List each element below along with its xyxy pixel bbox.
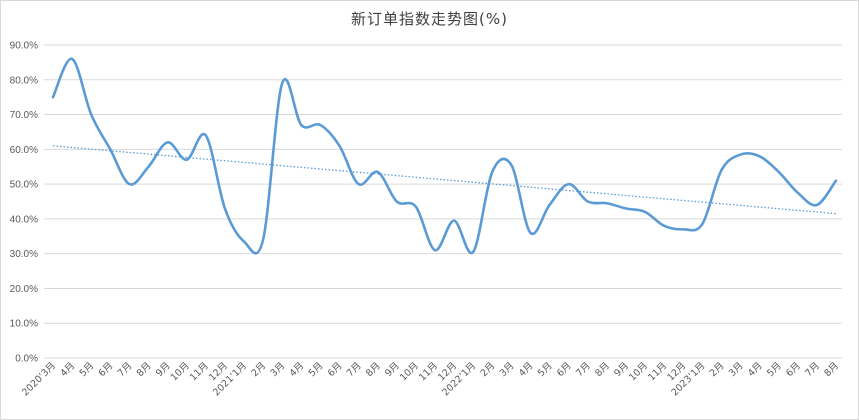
data-point (108, 147, 112, 151)
data-point (414, 205, 418, 209)
data-point (280, 81, 284, 85)
y-tick-label: 0.0% (15, 354, 38, 365)
x-tick-label: 7月 (803, 360, 822, 379)
y-tick-label: 40.0% (10, 214, 38, 225)
plot-area (51, 57, 838, 255)
y-tick-label: 50.0% (10, 180, 38, 191)
data-point (299, 123, 303, 127)
y-tick-label: 70.0% (10, 110, 38, 121)
y-axis-ticks: 0.0% 10.0% 20.0% 30.0% 40.0% 50.0% 60.0% 70.0% 8… (10, 41, 38, 365)
x-tick-label: 3月 (269, 360, 288, 379)
data-point (700, 222, 704, 226)
data-point (796, 191, 800, 195)
data-point (662, 224, 666, 228)
y-tick-label: 60.0% (10, 145, 38, 156)
data-point (51, 95, 55, 99)
data-point (739, 153, 743, 157)
data-point (624, 206, 628, 210)
data-point (815, 203, 819, 207)
x-tick-label: 8月 (364, 360, 383, 379)
data-point (452, 219, 456, 223)
y-tick-label: 90.0% (10, 41, 38, 52)
data-point (605, 201, 609, 205)
data-point (433, 248, 437, 252)
x-tick-label: 2020’3月 (20, 360, 58, 398)
x-tick-label: 6月 (326, 360, 345, 379)
data-point (834, 179, 838, 183)
x-tick-label: 5月 (78, 360, 97, 379)
data-point (528, 231, 532, 235)
data-point (127, 182, 131, 186)
data-point (777, 170, 781, 174)
data-point (318, 123, 322, 127)
data-point (548, 203, 552, 207)
x-tick-label: 4月 (288, 360, 307, 379)
grid-lines (44, 44, 842, 359)
x-tick-label: 7月 (574, 360, 593, 379)
data-point (567, 182, 571, 186)
x-tick-label: 8月 (822, 360, 841, 379)
data-point (758, 154, 762, 158)
y-tick-label: 80.0% (10, 75, 38, 86)
x-tick-label: 4月 (517, 360, 536, 379)
data-point (204, 133, 208, 137)
data-point (681, 227, 685, 231)
data-point (166, 140, 170, 144)
data-point (395, 200, 399, 204)
x-tick-label: 5月 (765, 360, 784, 379)
data-point (89, 113, 93, 117)
data-point (643, 210, 647, 214)
data-point (146, 165, 150, 169)
series-line-new-orders (51, 57, 838, 255)
x-tick-label: 4月 (746, 360, 765, 379)
x-tick-label: 2月 (708, 360, 727, 379)
chart-title: 新订单指数走势图(%) (351, 10, 508, 28)
x-tick-label: 3月 (727, 360, 746, 379)
x-tick-label: 2月 (479, 360, 498, 379)
y-tick-label: 30.0% (10, 249, 38, 260)
x-tick-label: 6月 (555, 360, 574, 379)
y-tick-label: 20.0% (10, 284, 38, 295)
data-point (719, 168, 723, 172)
data-point (70, 57, 74, 61)
x-tick-label: 2月 (249, 360, 268, 379)
data-point (490, 170, 494, 174)
x-tick-label: 11月 (646, 360, 669, 383)
x-tick-label: 8月 (593, 360, 612, 379)
data-point (337, 144, 341, 148)
data-point (357, 182, 361, 186)
x-tick-label: 7月 (345, 360, 364, 379)
x-tick-label: 6月 (97, 360, 116, 379)
data-point (261, 238, 265, 242)
x-tick-label: 10月 (398, 360, 421, 383)
data-point (223, 206, 227, 210)
x-tick-label: 11月 (417, 360, 440, 383)
x-tick-label: 10月 (627, 360, 650, 383)
x-tick-label: 4月 (58, 360, 77, 379)
data-point (471, 250, 475, 254)
x-tick-label: 10月 (169, 360, 192, 383)
x-tick-label: 5月 (307, 360, 326, 379)
x-tick-label: 5月 (536, 360, 555, 379)
data-point (185, 158, 189, 162)
data-point (586, 200, 590, 204)
y-tick-label: 10.0% (10, 319, 38, 330)
x-tick-label: 6月 (784, 360, 803, 379)
data-point (509, 163, 513, 167)
x-tick-label: 11月 (188, 360, 211, 383)
x-tick-label: 7月 (116, 360, 135, 379)
x-tick-label: 3月 (498, 360, 517, 379)
data-point (242, 239, 246, 243)
x-tick-label: 8月 (135, 360, 154, 379)
data-point (376, 170, 380, 174)
